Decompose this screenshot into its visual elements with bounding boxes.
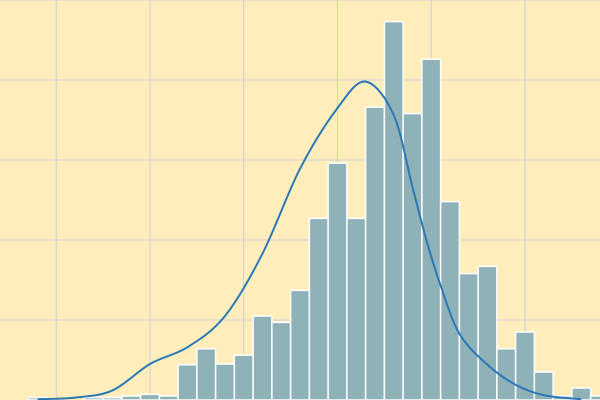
density-curve (37, 80, 582, 400)
histogram-bar (439, 200, 461, 400)
histogram-bar (289, 289, 311, 400)
histogram-bar (252, 315, 273, 400)
histogram-bar (233, 354, 254, 400)
histogram-bar (421, 58, 442, 400)
histogram-bar (327, 162, 348, 400)
kde-line (37, 80, 582, 400)
histogram-bar (383, 20, 404, 400)
histogram-bar (121, 395, 142, 400)
histogram-bar (214, 363, 236, 400)
histogram-bar (514, 331, 536, 400)
histogram-bar (308, 217, 329, 400)
histogram-bar (271, 321, 292, 400)
histogram-bar (139, 393, 161, 400)
histogram-bar (158, 395, 179, 400)
histogram-bar (589, 395, 600, 400)
histogram-bar (196, 348, 217, 400)
histogram-bar (533, 371, 554, 400)
histogram-bar (177, 364, 198, 400)
histogram-bars (27, 20, 600, 400)
histogram-bar (477, 265, 498, 400)
histogram-bar (364, 106, 386, 400)
histogram-bar (346, 217, 367, 400)
histogram-bar (571, 387, 592, 400)
